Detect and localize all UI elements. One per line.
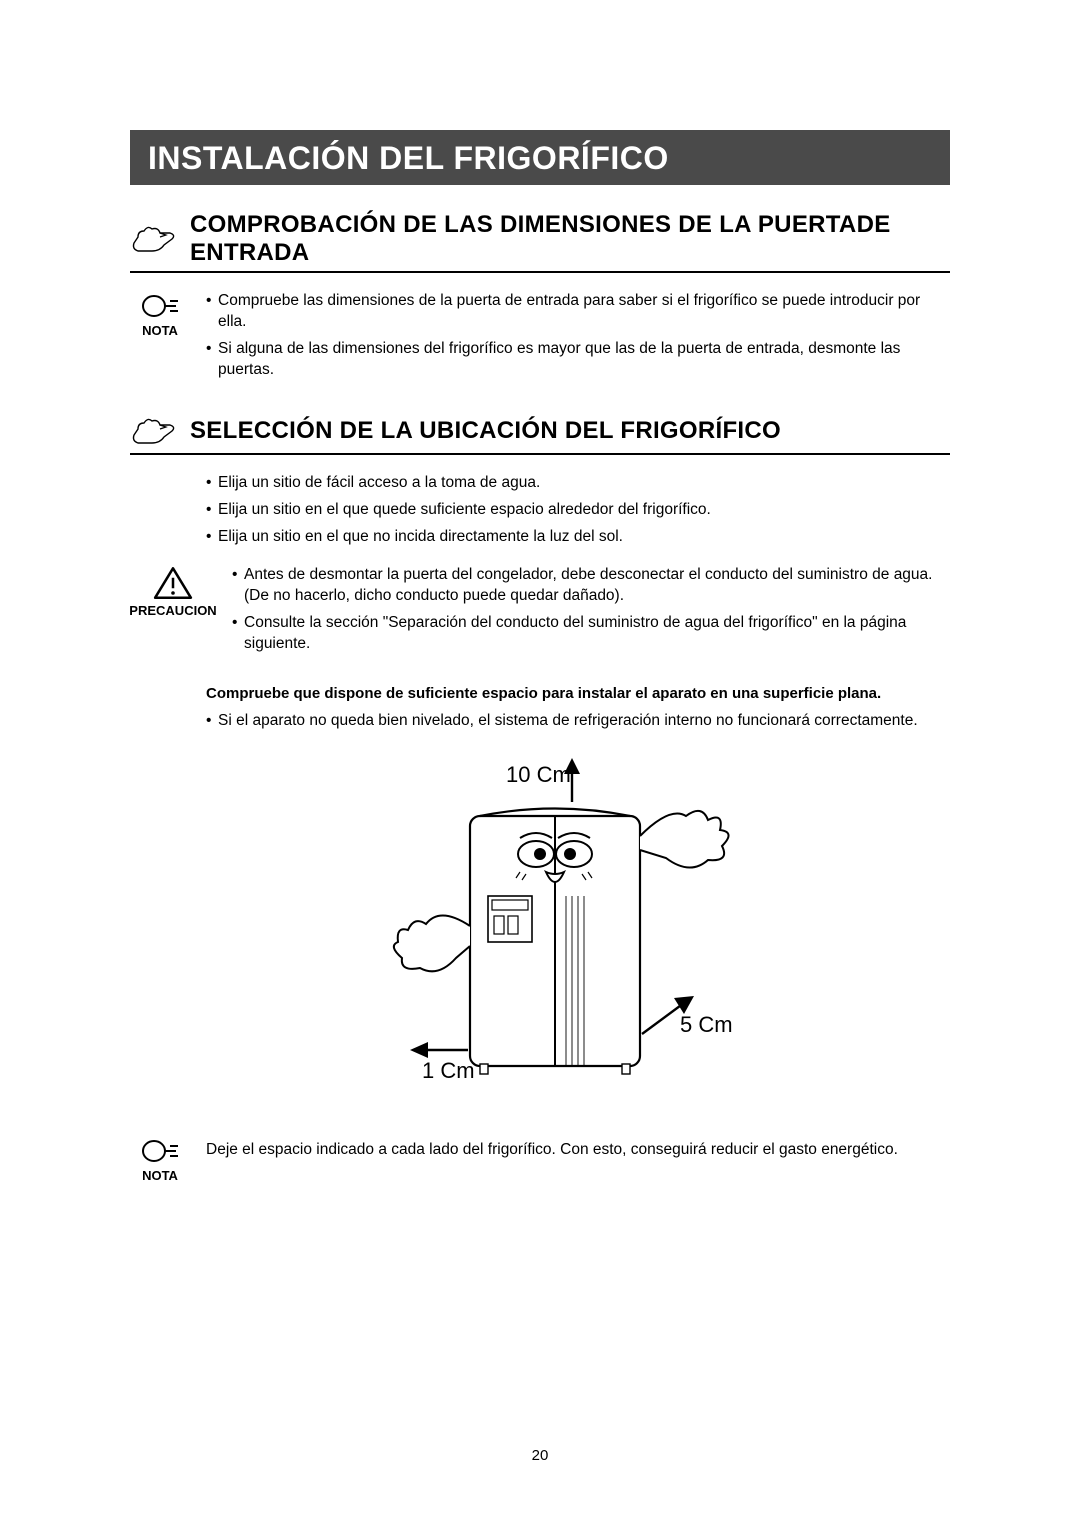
flat-bullets: Si el aparato no queda bien nivelado, el…: [206, 711, 950, 732]
diagram-left-label: 1 Cm: [422, 1058, 475, 1083]
section2-heading: SELECCIÓN DE LA UBICACIÓN DEL FRIGORÍFIC…: [190, 417, 781, 445]
bullet-text: Si el aparato no queda bien nivelado, el…: [206, 711, 950, 732]
section2-intro-bullets: Elija un sitio de fácil acceso a la toma…: [206, 473, 950, 548]
bullet-text: Elija un sitio en el que no incida direc…: [206, 527, 950, 548]
precaucion-icon: PRECAUCION: [130, 565, 216, 618]
pointing-hand-icon: [130, 221, 176, 257]
bold-instruction: Compruebe que dispone de suficiente espa…: [206, 683, 950, 705]
nota-icon-1: NOTA: [130, 291, 190, 338]
bullet-text: Elija un sitio de fácil acceso a la toma…: [206, 473, 950, 494]
section1-heading: COMPROBACIÓN DE LAS DIMENSIONES DE LA PU…: [190, 211, 950, 267]
nota2-text: Deje el espacio indicado a cada lado del…: [206, 1141, 898, 1158]
page-title: INSTALACIÓN DEL FRIGORÍFICO: [130, 130, 950, 185]
bullet-text: Elija un sitio en el que quede suficient…: [206, 500, 950, 521]
pointing-hand-icon: [130, 413, 176, 449]
bullet-text: Antes de desmontar la puerta del congela…: [232, 565, 950, 607]
precaucion-label: PRECAUCION: [129, 603, 216, 618]
nota-label-2: NOTA: [142, 1168, 178, 1183]
page-number: 20: [0, 1447, 1080, 1464]
clearance-diagram: 10 Cm 1 Cm 5 Cm: [330, 746, 750, 1106]
bullet-text: Consulte la sección "Separación del cond…: [232, 613, 950, 655]
bullet-text: Compruebe las dimensiones de la puerta d…: [206, 291, 950, 333]
section-location: SELECCIÓN DE LA UBICACIÓN DEL FRIGORÍFIC…: [130, 413, 950, 1183]
diagram-right-label: 5 Cm: [680, 1012, 733, 1037]
bullet-text: Si alguna de las dimensiones del frigorí…: [206, 339, 950, 381]
precaucion-bullets: Antes de desmontar la puerta del congela…: [232, 565, 950, 655]
section1-bullets: Compruebe las dimensiones de la puerta d…: [206, 291, 950, 381]
nota-icon-2: NOTA: [130, 1136, 190, 1183]
diagram-top-label: 10 Cm: [506, 762, 571, 787]
section-door-dimensions: COMPROBACIÓN DE LAS DIMENSIONES DE LA PU…: [130, 211, 950, 387]
nota-label-1: NOTA: [142, 323, 178, 338]
